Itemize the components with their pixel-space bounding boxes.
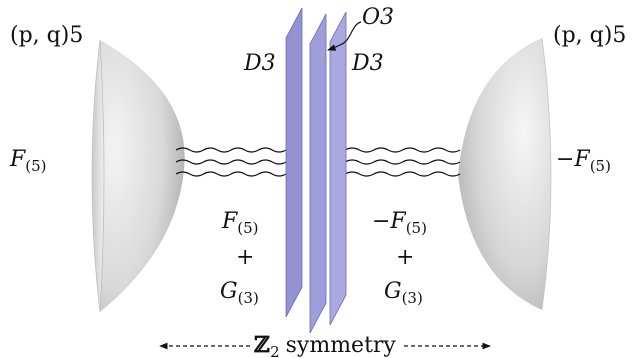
mid-right-plus: + xyxy=(396,245,414,270)
mid-left-g-subscript: (3) xyxy=(238,289,259,307)
o3-pointer xyxy=(327,21,362,51)
right-flux-label: −F(5) xyxy=(556,147,611,175)
mid-left-f-label: F(5) xyxy=(221,209,259,237)
symmetry-word: symmetry xyxy=(286,333,397,358)
d3-plate-left xyxy=(285,7,303,318)
z2-subscript: 2 xyxy=(270,343,280,358)
d3-right-label: D3 xyxy=(351,51,384,76)
mid-left-g-label: G(3) xyxy=(220,279,259,307)
mid-right-g-label: G(3) xyxy=(384,279,423,307)
d3-o3-plate-stack xyxy=(285,7,347,334)
right-flux-symbol: −F xyxy=(556,147,590,172)
right-flux-subscript: (5) xyxy=(590,157,611,175)
left-brane-label: (p, q)5 xyxy=(10,23,83,48)
left-pq5-brane xyxy=(91,39,185,313)
mid-right-f-label: −F(5) xyxy=(372,209,427,237)
o3-label: O3 xyxy=(362,5,394,30)
mid-right-f-symbol: −F xyxy=(372,209,406,234)
left-flux-subscript: (5) xyxy=(25,157,46,175)
right-flux-lines xyxy=(344,147,461,177)
mid-right-f-subscript: (5) xyxy=(406,219,427,237)
left-flux-label: F(5) xyxy=(9,147,47,175)
mid-left-f-subscript: (5) xyxy=(237,219,258,237)
d3-left-label: D3 xyxy=(243,51,276,76)
symmetry-label: ℤ2 symmetry xyxy=(254,332,396,358)
d3-plate-right xyxy=(329,11,347,326)
mid-right-g-subscript: (3) xyxy=(402,289,423,307)
mid-left-f-symbol: F xyxy=(221,209,238,234)
z2-symbol: ℤ xyxy=(254,332,270,358)
right-pq5-brane xyxy=(458,37,552,311)
mid-left-g-symbol: G xyxy=(220,279,238,304)
left-flux-lines xyxy=(175,147,287,177)
mid-left-plus: + xyxy=(236,245,254,270)
mid-right-g-symbol: G xyxy=(384,279,402,304)
right-brane-label: (p, q)5 xyxy=(553,23,626,48)
left-flux-symbol: F xyxy=(9,147,26,172)
o3-plate xyxy=(309,13,327,334)
